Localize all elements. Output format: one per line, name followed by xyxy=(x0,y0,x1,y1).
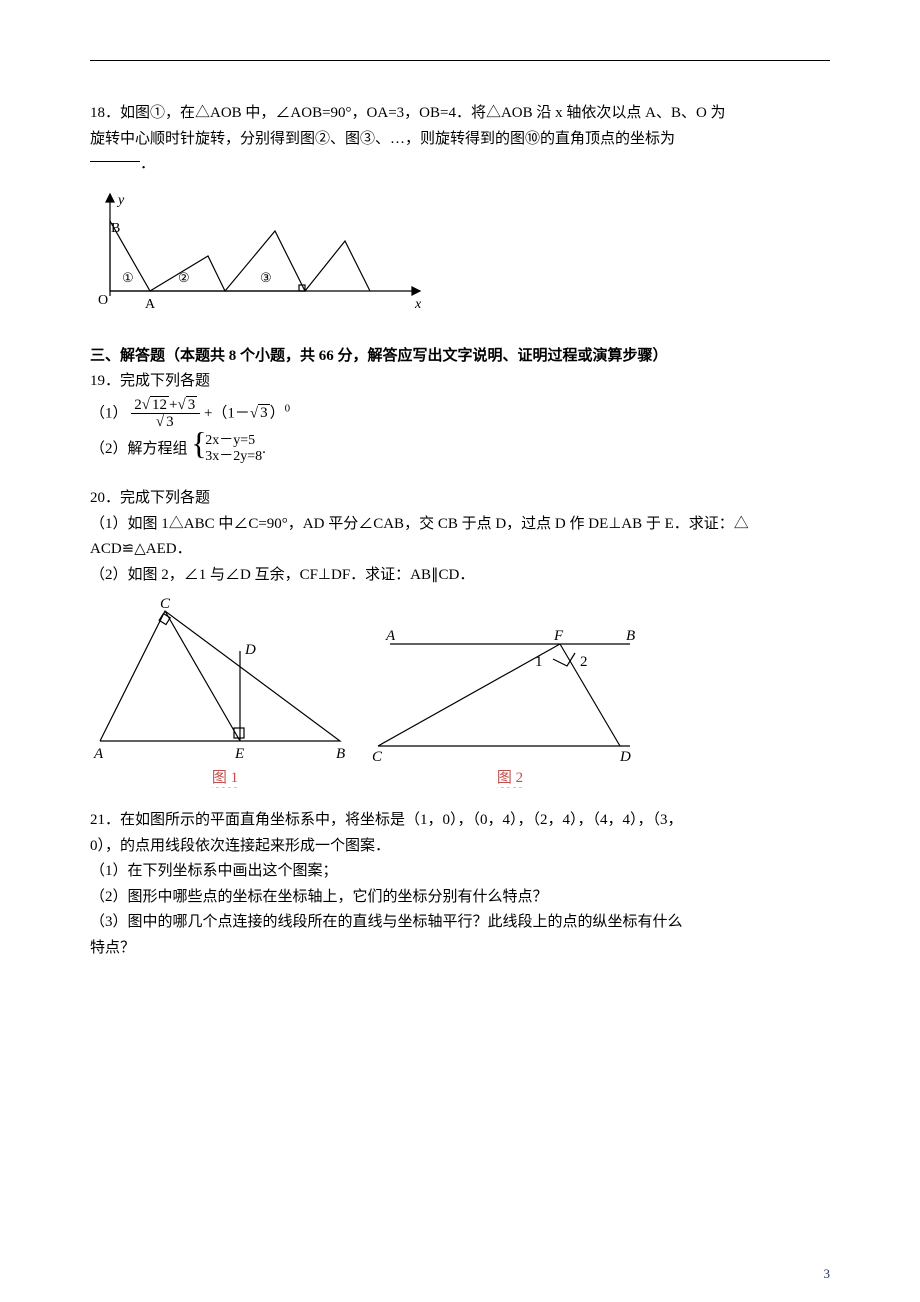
q20f2-B: B xyxy=(626,628,635,644)
q20f1-A: A xyxy=(93,746,104,762)
page-container: 18．如图①，在△AOB 中，∠AOB=90°，OA=3，OB=4．将△AOB … xyxy=(0,0,920,1302)
q20-fig1-caption: 图 1 xyxy=(212,766,238,788)
q19-p2-prefix: （2）解方程组 xyxy=(90,441,188,457)
q18-label-x: x xyxy=(414,297,422,312)
q19-heading: 19．完成下列各题 xyxy=(90,369,830,395)
q20f2-D: D xyxy=(619,749,631,765)
q20f2-C: C xyxy=(372,749,383,765)
q20f1-E: E xyxy=(234,746,244,762)
section3-title: 三、解答题（本题共 8 个小题，共 66 分，解答应写出文字说明、证明过程或演算… xyxy=(90,344,830,370)
q19-system: 2x－y=5 3x－2y=8 xyxy=(191,433,262,467)
q18-line3: ． xyxy=(90,152,830,178)
fill-blank xyxy=(90,161,140,162)
q20-p1-l2: ACD≌△AED． xyxy=(90,537,830,563)
q19-p1-prefix: （1） xyxy=(90,405,128,421)
q19-den: 3 xyxy=(164,413,176,430)
q19-part2: （2）解方程组 2x－y=5 3x－2y=8 . xyxy=(90,433,830,467)
q19-sys-end: . xyxy=(262,441,266,457)
q19-num-plus: + xyxy=(169,397,177,413)
q19-num-s1: 12 xyxy=(150,396,169,413)
q18-line1: 18．如图①，在△AOB 中，∠AOB=90°，OA=3，OB=4．将△AOB … xyxy=(90,101,830,127)
q21-l2: 0），的点用线段依次连接起来形成一个图案． xyxy=(90,834,830,860)
q19-num-s2: 3 xyxy=(186,396,198,413)
q20f2-2: 2 xyxy=(580,654,588,670)
q19-outer-sqrt: 3 xyxy=(258,404,270,421)
q19-plus-paren: +（1－ xyxy=(204,405,250,421)
q18-period: ． xyxy=(140,156,155,172)
q19-exp: 0 xyxy=(285,402,291,414)
q20f1-B: B xyxy=(336,746,345,762)
q19-num-a: 2 xyxy=(134,397,142,413)
q20-p2: （2）如图 2，∠1 与∠D 互余，CF⊥DF．求证：AB∥CD． xyxy=(90,563,830,589)
q20f1-C: C xyxy=(160,596,171,612)
q21-l6: 特点？ xyxy=(90,936,830,962)
q18-label-g3: ③ xyxy=(260,270,272,285)
q20f2-F: F xyxy=(553,628,564,644)
q20f2-A: A xyxy=(385,628,396,644)
q20-fig2-wrap: A F B C D 1 2 图 2 xyxy=(370,626,650,788)
q19-fraction: 2√12+√3 √3 xyxy=(131,397,200,431)
top-rule xyxy=(90,60,830,61)
q21-l4: （2）图形中哪些点的坐标在坐标轴上，它们的坐标分别有什么特点？ xyxy=(90,885,830,911)
q20-heading: 20．完成下列各题 xyxy=(90,486,830,512)
q18-label-A: A xyxy=(145,297,156,312)
q19-sys-r1: 2x－y=5 xyxy=(205,433,262,450)
q20f2-1: 1 xyxy=(535,654,543,670)
q18-label-g1: ① xyxy=(122,270,134,285)
q20-fig2-caption: 图 2 xyxy=(497,766,523,788)
q20-fig2-svg: A F B C D 1 2 xyxy=(370,626,650,766)
q20f1-D: D xyxy=(244,642,256,658)
q18-label-B: B xyxy=(111,221,120,236)
q18-svg: y B O A x ① ② ③ xyxy=(90,186,430,316)
q18-label-g2: ② xyxy=(178,270,190,285)
q20-fig1-svg: C D A E B xyxy=(90,596,360,766)
q19-sys-r2: 3x－2y=8 xyxy=(205,449,262,466)
q18-label-y: y xyxy=(116,193,125,208)
q20-fig1-wrap: C D A E B 图 1 xyxy=(90,596,360,788)
q18-label-O: O xyxy=(98,293,108,308)
q21-l3: （1）在下列坐标系中画出这个图案； xyxy=(90,859,830,885)
q21-l5: （3）图中的哪几个点连接的线段所在的直线与坐标轴平行？此线段上的点的纵坐标有什么 xyxy=(90,910,830,936)
q18-figure: y B O A x ① ② ③ xyxy=(90,186,830,316)
q18-line2: 旋转中心顺时针旋转，分别得到图②、图③、…，则旋转得到的图⑩的直角顶点的坐标为 xyxy=(90,127,830,153)
page-number: 3 xyxy=(824,1266,831,1282)
q20-figures-row: C D A E B 图 1 A xyxy=(90,596,830,788)
q20-p1-l1: （1）如图 1△ABC 中∠C=90°，AD 平分∠CAB，交 CB 于点 D，… xyxy=(90,512,830,538)
q21-l1: 21．在如图所示的平面直角坐标系中，将坐标是（1，0），（0，4），（2，4），… xyxy=(90,808,830,834)
q19-rparen: ） xyxy=(270,405,285,421)
